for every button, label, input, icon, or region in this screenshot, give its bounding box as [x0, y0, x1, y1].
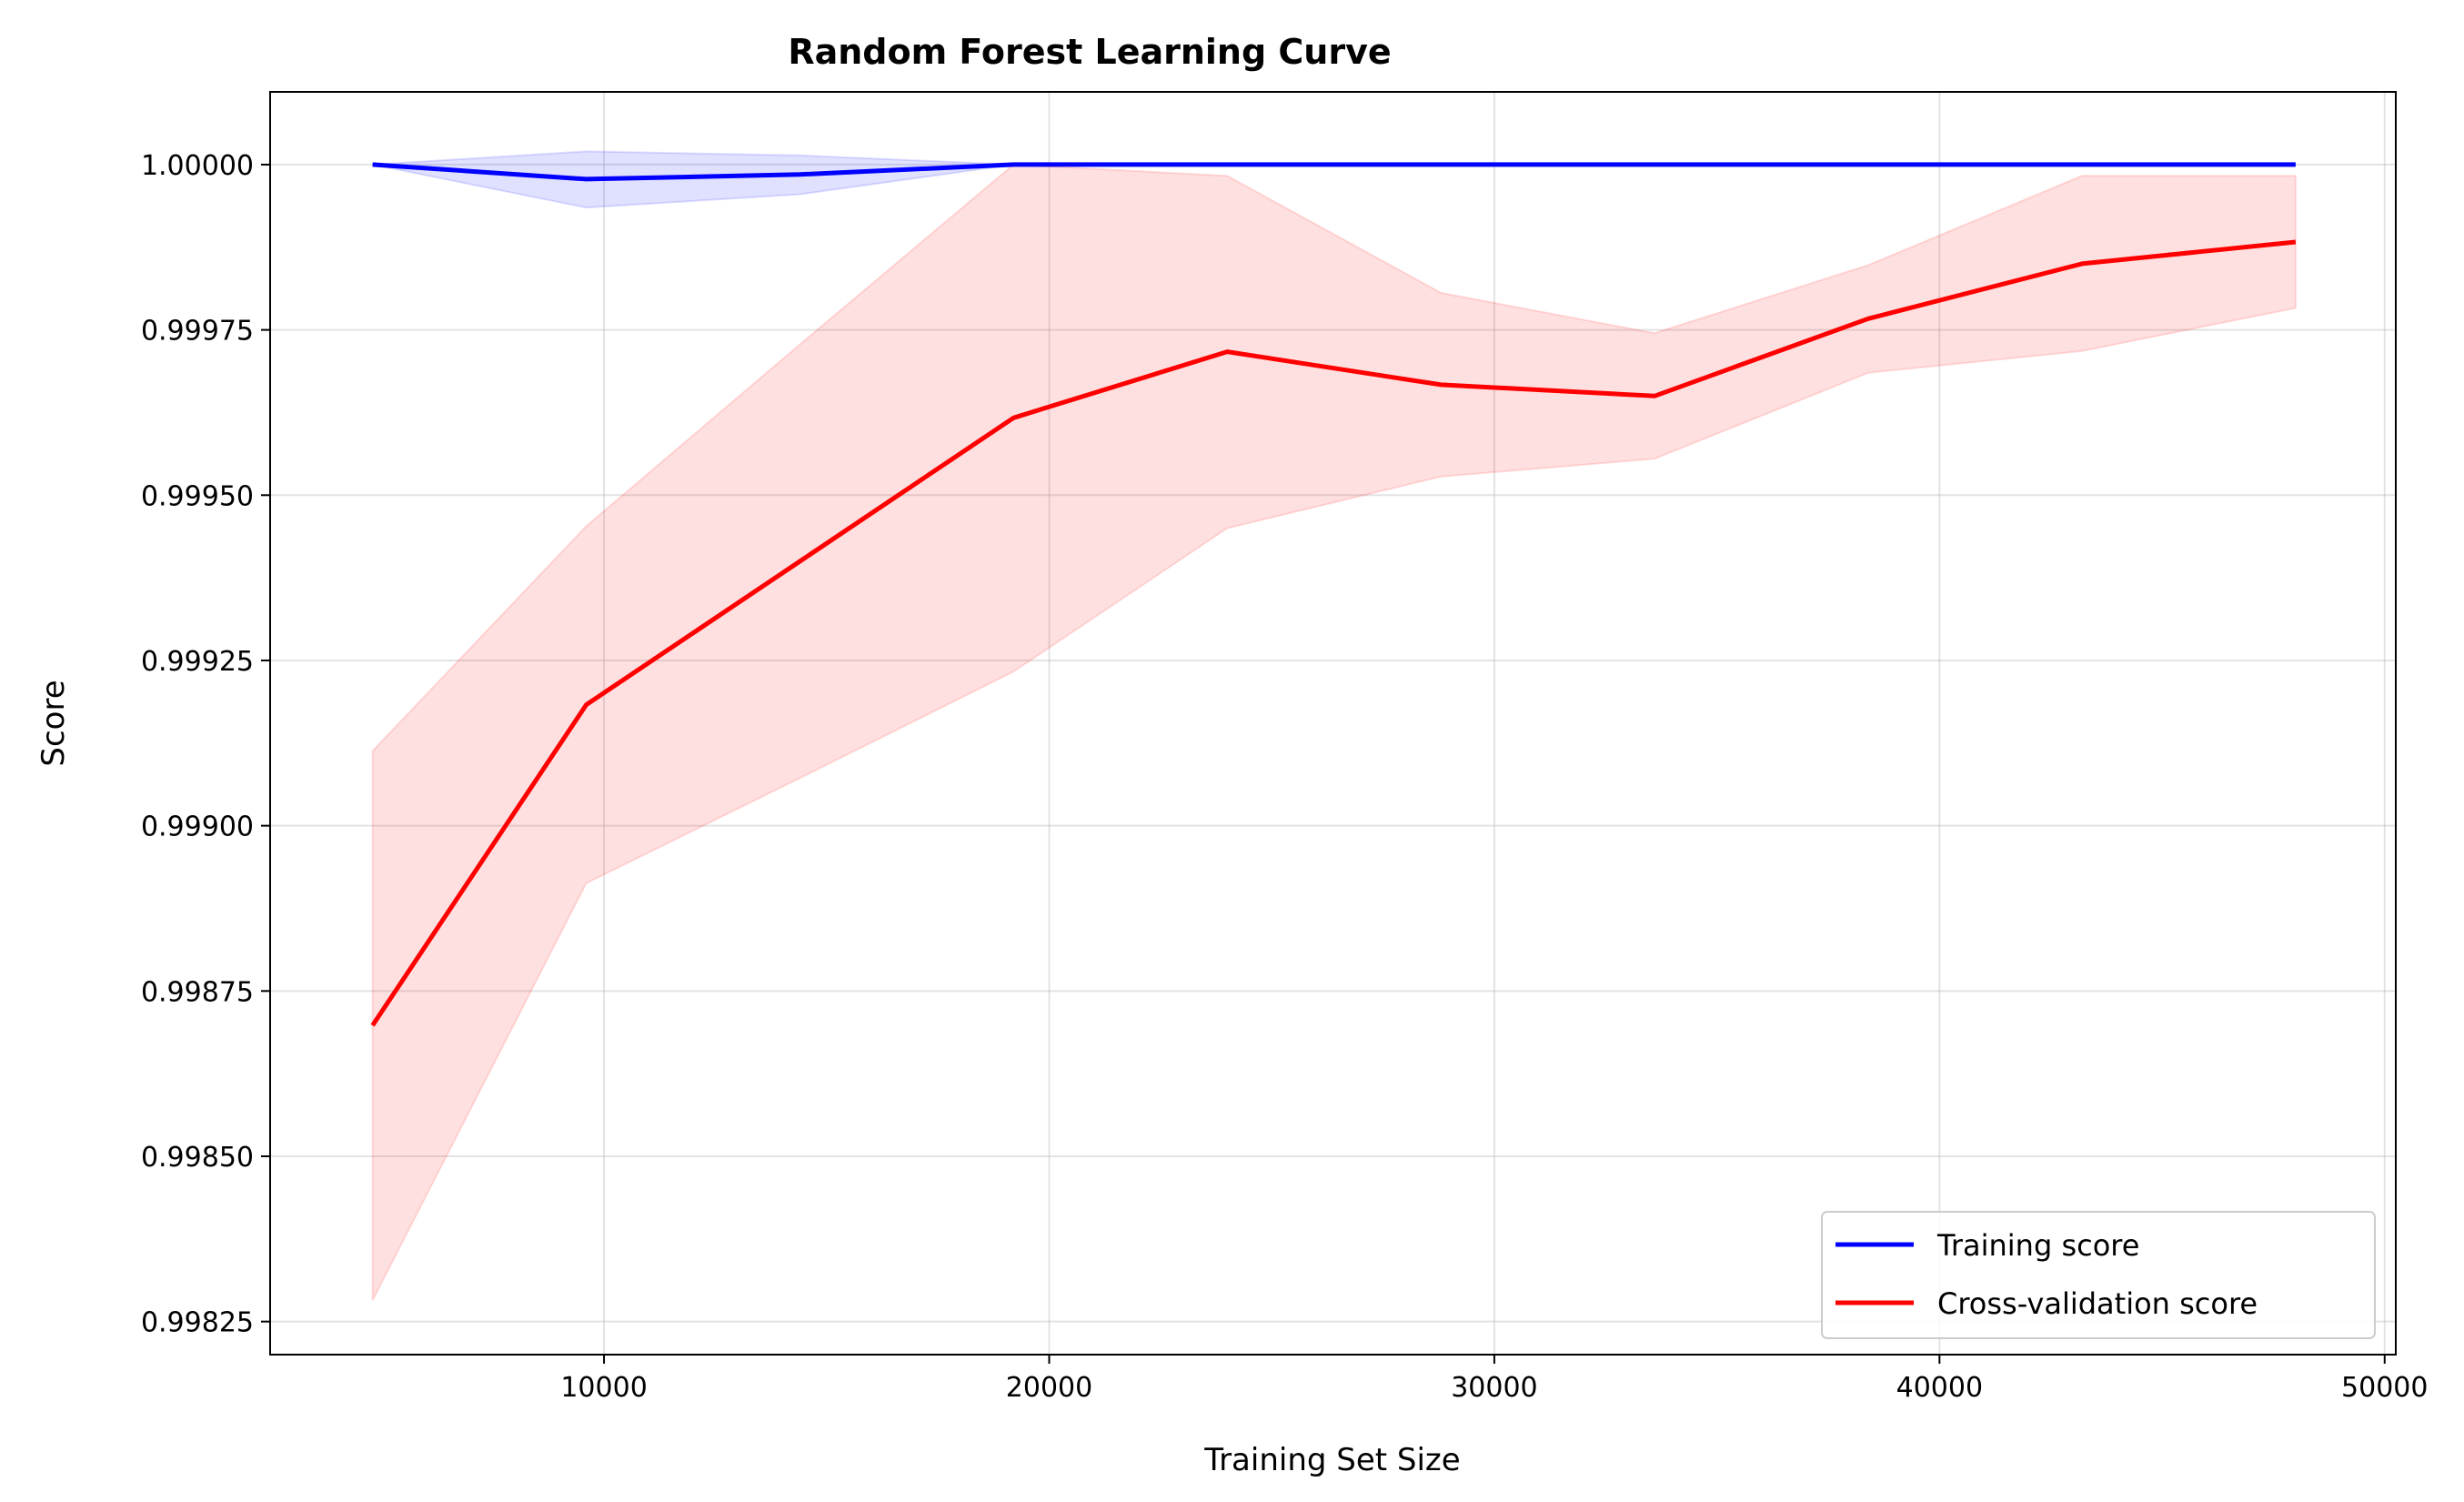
legend-box: [1821, 1211, 2376, 1339]
legend-label-training: Training score: [1936, 1228, 2139, 1263]
cross-validation-score-band: [371, 163, 2297, 1301]
y-tick-label: 1.00000: [141, 150, 254, 182]
x-tick-label: 50000: [2341, 1372, 2428, 1404]
y-axis-ticks: 0.99825 0.99850 0.99875 0.99900 0.99925 0.999…: [141, 150, 270, 1339]
y-tick-label: 0.99925: [141, 646, 254, 678]
grid: [270, 92, 2396, 1355]
legend-label-cross-validation: Cross-validation score: [1937, 1286, 2258, 1321]
y-tick-label: 0.99950: [141, 480, 254, 512]
x-axis-ticks: 10000 20000 30000 40000 50000: [560, 1355, 2428, 1404]
legend: Training score Cross-validation score: [1821, 1211, 2376, 1339]
x-tick-label: 20000: [1006, 1372, 1092, 1404]
x-tick-label: 40000: [1896, 1372, 1983, 1404]
y-tick-label: 0.99850: [141, 1142, 254, 1174]
chart-title: Random Forest Learning Curve: [788, 32, 1391, 72]
y-tick-label: 0.99975: [141, 316, 254, 348]
y-axis-label: Score: [35, 680, 72, 766]
plot-frame: [269, 91, 2397, 1356]
cross-validation-score-line: [370, 239, 2297, 1027]
series-lines: [370, 162, 2297, 1027]
y-tick-label: 0.99875: [141, 976, 254, 1008]
x-tick-label: 10000: [560, 1372, 647, 1404]
y-tick-label: 0.99825: [141, 1307, 254, 1339]
training-score-line: [372, 162, 2296, 182]
x-tick-label: 30000: [1451, 1372, 1537, 1404]
x-axis-label: Training Set Size: [1203, 1442, 1460, 1478]
y-tick-label: 0.99900: [141, 811, 254, 843]
